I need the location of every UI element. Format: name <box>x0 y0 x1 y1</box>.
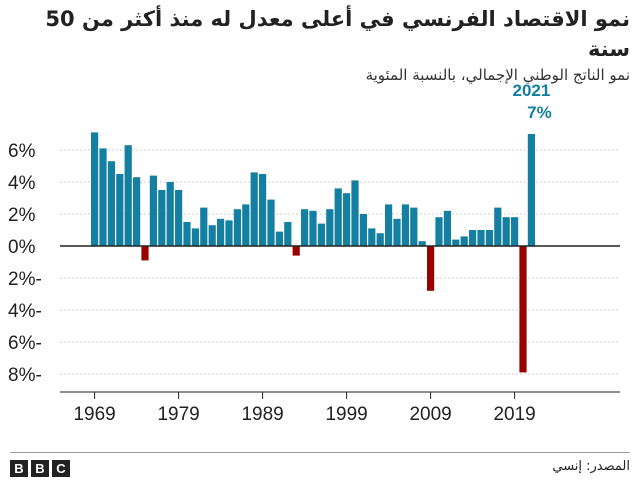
bar-2003 <box>376 233 384 246</box>
y-tick-label: 6%- <box>8 333 42 354</box>
bar-2012 <box>452 239 460 246</box>
y-tick-label: 0% <box>8 237 36 258</box>
bar-2006 <box>401 204 409 246</box>
chart-subtitle: نمو الناتج الوطني الإجمالي، بالنسبة المئ… <box>365 66 630 84</box>
bar-2004 <box>385 204 393 246</box>
bar-1980 <box>183 222 191 246</box>
bar-2019 <box>511 217 519 246</box>
logo-letter: B <box>10 460 28 477</box>
bar-2014 <box>469 230 477 246</box>
bar-1983 <box>208 225 216 246</box>
bar-1970 <box>99 148 107 246</box>
bar-1996 <box>317 223 325 246</box>
bar-1981 <box>191 228 199 246</box>
bar-1987 <box>242 204 250 246</box>
bar-1975 <box>141 246 149 261</box>
bar-1988 <box>250 172 258 246</box>
y-tick-label: 4% <box>8 173 36 194</box>
x-tick-label: 2019 <box>493 404 535 425</box>
bar-1991 <box>275 231 283 246</box>
bar-2011 <box>443 210 451 246</box>
bar-1984 <box>217 218 225 246</box>
bar-2015 <box>477 230 485 246</box>
bar-1992 <box>284 222 292 246</box>
x-tick-label: 1979 <box>157 404 199 425</box>
bar-2020 <box>519 246 527 373</box>
bar-2007 <box>410 207 418 246</box>
bar-2021 <box>527 134 535 246</box>
x-tick-label: 1999 <box>325 404 367 425</box>
bar-2000 <box>351 180 359 246</box>
bar-1989 <box>259 174 267 246</box>
bar-2016 <box>485 230 493 246</box>
bbc-logo: B B C <box>10 460 70 477</box>
bar-1985 <box>225 220 233 246</box>
y-tick-label: 6% <box>8 141 36 162</box>
chart-title: نمو الاقتصاد الفرنسي في أعلى معدل له منذ… <box>45 7 630 61</box>
bar-2008 <box>418 241 426 246</box>
bar-1974 <box>133 177 141 246</box>
logo-letter: B <box>31 460 49 477</box>
y-tick-label: 2%- <box>8 269 42 290</box>
bar-1969 <box>91 132 99 246</box>
bar-1982 <box>200 207 208 246</box>
bar-1998 <box>334 188 342 246</box>
bar-2010 <box>435 217 443 246</box>
logo-letter: C <box>52 460 70 477</box>
bar-1995 <box>309 210 317 246</box>
bar-1994 <box>301 209 309 246</box>
y-tick-label: 4%- <box>8 301 42 322</box>
bar-1979 <box>175 190 183 246</box>
bar-1997 <box>326 209 334 246</box>
annotation-value: 7% <box>527 103 552 122</box>
bar-2001 <box>359 214 367 246</box>
bar-1999 <box>343 193 351 246</box>
y-tick-label: 8%- <box>8 365 42 386</box>
bar-1973 <box>124 145 132 246</box>
bar-2009 <box>427 246 435 291</box>
x-tick-label: 1989 <box>241 404 283 425</box>
bar-1972 <box>116 174 124 246</box>
bar-2013 <box>460 236 468 246</box>
bar-1971 <box>107 161 115 246</box>
annotation-year: 2021 <box>512 81 550 100</box>
x-tick-label: 1969 <box>73 404 115 425</box>
bar-2018 <box>502 217 510 246</box>
footer-divider <box>10 452 630 453</box>
bar-1976 <box>149 175 157 246</box>
bar-2017 <box>494 207 502 246</box>
bar-1993 <box>292 246 300 256</box>
bar-1977 <box>158 190 166 246</box>
bar-1978 <box>166 182 174 246</box>
bar-2005 <box>393 218 401 246</box>
bar-1990 <box>267 199 275 246</box>
bar-chart: 6% 4% 2% 0% 2%- 4%- 6%- 8%- 1969 1979 1989 1999 200… <box>8 81 620 425</box>
x-tick-label: 2009 <box>409 404 451 425</box>
y-tick-label: 2% <box>8 205 36 226</box>
bar-2002 <box>368 228 376 246</box>
bar-1986 <box>233 209 241 246</box>
source-note: المصدر: إنسي <box>552 459 630 474</box>
